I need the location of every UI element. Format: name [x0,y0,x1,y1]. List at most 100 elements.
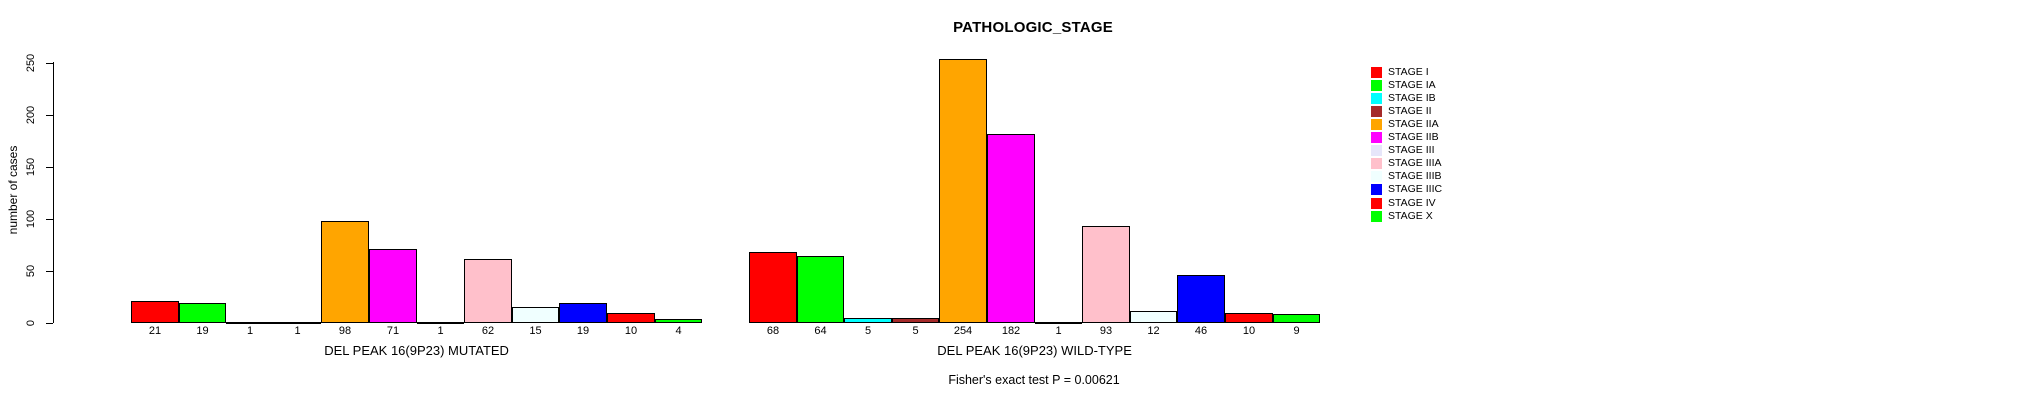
bar-stage-iii [417,322,464,324]
legend-swatch [1371,157,1382,169]
y-tick [46,271,53,272]
y-tick [46,63,53,64]
bar-value-label: 1 [246,325,254,337]
bar-value-label: 10 [624,325,638,337]
bar-stage-iib [987,134,1035,323]
y-tick-label: 200 [25,105,37,125]
bar-stage-iib [369,249,417,323]
legend-swatch [1371,118,1382,130]
legend-swatch [1371,197,1382,209]
y-tick-label: 50 [25,264,37,278]
bar-stage-iiib [1130,311,1177,323]
bar-value-label: 5 [912,325,919,337]
bar-value-label: 182 [1001,325,1021,337]
bar-value-label: 4 [675,325,682,337]
bar-stage-ia [179,303,226,323]
bar-value-label: 71 [386,325,400,337]
bar-stage-i [131,301,179,323]
bar-value-label: 254 [953,325,973,337]
legend-swatch [1371,183,1382,195]
legend-label: STAGE IV [1388,197,1436,209]
legend-item-stage-iia: STAGE IIA [1371,118,1439,130]
bar-value-label: 10 [1242,325,1256,337]
bar-value-label: 1 [1055,325,1062,337]
legend-swatch [1371,210,1382,222]
y-tick-label: 0 [25,319,37,327]
legend-swatch [1371,170,1382,182]
bar-value-label: 68 [766,325,780,337]
legend-swatch [1371,131,1382,143]
bar-value-label: 15 [529,325,542,337]
bar-value-label: 1 [437,325,444,337]
y-axis-label: number of cases [6,145,20,235]
legend-label: STAGE IIA [1388,118,1439,130]
legend-label: STAGE IIIB [1388,170,1442,182]
bar-stage-ia [797,256,844,323]
bar-value-label: 64 [814,325,827,337]
legend-item-stage-iii: STAGE III [1371,144,1434,156]
y-tick [46,323,53,324]
bar-value-label: 93 [1099,325,1113,337]
legend-item-stage-iiia: STAGE IIIA [1371,157,1441,169]
legend-item-stage-i: STAGE I [1371,66,1429,78]
bar-stage-ii [274,322,321,324]
legend-item-stage-x: STAGE X [1371,210,1433,222]
legend-label: STAGE IA [1388,79,1436,91]
bar-stage-iia [939,59,987,323]
y-axis-line [53,62,54,323]
bar-stage-ii [892,318,939,323]
legend-label: STAGE IIIC [1388,183,1443,195]
bar-stage-x [1273,314,1320,323]
bar-value-label: 62 [481,325,495,337]
bar-stage-ib [226,322,274,324]
bar-stage-i [749,252,797,323]
legend-swatch [1371,105,1382,117]
bar-stage-iii [1035,322,1082,324]
legend-item-stage-ii: STAGE II [1371,105,1432,117]
y-tick-label: 250 [25,53,37,73]
legend-label: STAGE X [1388,210,1433,222]
legend-label: STAGE III [1388,144,1435,156]
legend-label: STAGE I [1388,66,1429,78]
legend-item-stage-iib: STAGE IIB [1371,131,1439,143]
legend-item-stage-ia: STAGE IA [1371,79,1436,91]
legend-label: STAGE IIB [1388,131,1439,143]
legend-item-stage-iiic: STAGE IIIC [1371,183,1442,195]
bar-stage-iiic [1177,275,1225,323]
legend-swatch [1371,144,1382,156]
bar-value-label: 5 [864,325,872,337]
bar-value-label: 1 [294,325,301,337]
bar-stage-iia [321,221,369,323]
bar-stage-iiia [1082,226,1130,323]
bar-value-label: 9 [1293,325,1300,337]
legend-swatch [1371,66,1382,78]
bar-stage-iiic [559,303,607,323]
y-tick [46,115,53,116]
bar-value-label: 19 [576,325,590,337]
legend-item-stage-iiib: STAGE IIIB [1371,170,1441,182]
bar-stage-iv [1225,313,1273,323]
y-tick [46,167,53,168]
bar-value-label: 21 [148,325,162,337]
legend-swatch [1371,92,1382,104]
bar-stage-iiib [512,307,559,323]
x-axis-label-wild-type: DEL PEAK 16(9P23) WILD-TYPE [937,343,1132,358]
bar-stage-x [655,319,702,323]
bar-value-label: 12 [1147,325,1160,337]
bar-value-label: 19 [196,325,209,337]
legend-label: STAGE IB [1388,92,1436,104]
bar-value-label: 46 [1194,325,1208,337]
bar-value-label: 98 [338,325,352,337]
legend-label: STAGE IIIA [1388,157,1442,169]
legend-swatch [1371,79,1382,91]
legend-item-stage-iv: STAGE IV [1371,197,1436,209]
y-tick-label: 100 [25,209,37,229]
y-tick-label: 150 [25,157,37,177]
bar-stage-iiia [464,259,512,323]
legend-label: STAGE II [1388,105,1432,117]
fisher-test-note: Fisher's exact test P = 0.00621 [948,373,1120,387]
x-axis-label-mutated: DEL PEAK 16(9P23) MUTATED [324,343,509,358]
legend-item-stage-ib: STAGE IB [1371,92,1436,104]
chart-title: PATHOLOGIC_STAGE [953,19,1113,36]
